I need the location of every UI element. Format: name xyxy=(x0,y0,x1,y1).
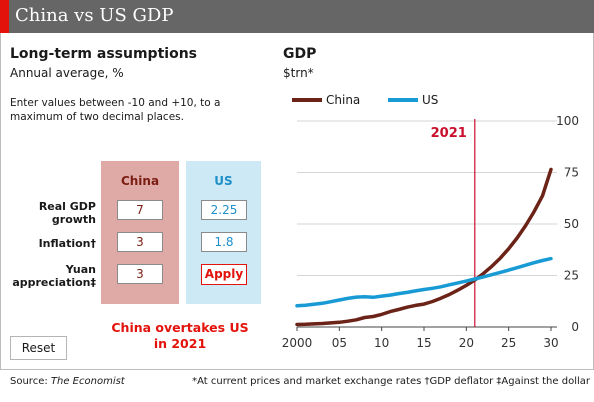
yuan-appreciation-label-line1: Yuan xyxy=(65,263,96,276)
source-note: Source: The Economist xyxy=(10,376,125,388)
instructions-text: Enter values between -10 and +10, to a m… xyxy=(10,97,221,123)
reset-button[interactable]: Reset xyxy=(10,336,67,360)
overtake-message-line2: in 2021 xyxy=(153,336,207,351)
assumptions-title: Long-term assumptions xyxy=(10,46,197,62)
legend-label-china: China xyxy=(326,93,360,107)
china-yuan-appreciation-input[interactable]: 3 xyxy=(117,264,163,284)
chart-unit: $trn* xyxy=(283,66,314,80)
real-gdp-growth-label-line1: Real GDP xyxy=(38,200,96,213)
gdp-line-chart: 0 25 50 75 100 2000 05 10 15 20 25 30 2021 China US xyxy=(282,93,579,350)
real-gdp-growth-label-line2: growth xyxy=(51,213,96,226)
china-column-header: China xyxy=(120,174,160,188)
overtake-message: China overtakes US in 2021 xyxy=(90,320,270,352)
china-inflation-input[interactable]: 3 xyxy=(117,232,163,252)
page-title: China vs US GDP xyxy=(15,5,174,26)
x-tick-label: 2000 xyxy=(282,336,313,350)
overtake-message-line1: China overtakes US xyxy=(111,320,249,335)
inflation-label: Inflation† xyxy=(38,237,96,250)
y-tick-label: 25 xyxy=(564,269,579,283)
x-tick-label: 25 xyxy=(501,336,516,350)
y-tick-label: 0 xyxy=(571,320,579,334)
china-real-gdp-growth-input[interactable]: 7 xyxy=(117,200,163,220)
series-line-us xyxy=(295,256,553,308)
real-gdp-growth-label: Real GDP growth xyxy=(4,200,96,226)
y-tick-label: 50 xyxy=(564,217,579,231)
x-tick-label: 15 xyxy=(416,336,431,350)
chart-title: GDP xyxy=(283,46,317,62)
yuan-appreciation-label-line2: appreciation‡ xyxy=(12,276,96,289)
series-line-china xyxy=(295,167,553,327)
footnotes: *At current prices and market exchange r… xyxy=(192,376,590,387)
x-tick-label: 05 xyxy=(332,336,347,350)
title-bar: China vs US GDP xyxy=(0,0,594,33)
x-tick-label: 10 xyxy=(374,336,389,350)
apply-button[interactable]: Apply xyxy=(201,264,247,285)
legend-label-us: US xyxy=(422,93,438,107)
brand-accent-stripe xyxy=(0,0,9,33)
y-tick-label: 75 xyxy=(564,166,579,180)
yuan-appreciation-label: Yuan appreciation‡ xyxy=(4,263,96,289)
y-tick-label: 100 xyxy=(556,114,579,128)
annotation-label: 2021 xyxy=(431,126,467,141)
assumptions-subtitle: Annual average, % xyxy=(10,66,124,80)
x-tick-label: 20 xyxy=(459,336,474,350)
source-name: The Economist xyxy=(50,376,125,387)
us-column-header: US xyxy=(214,174,233,188)
footer-divider xyxy=(0,369,594,370)
x-tick-label: 30 xyxy=(543,336,558,350)
source-prefix: Source: xyxy=(10,376,51,387)
us-real-gdp-growth-input[interactable]: 2.25 xyxy=(201,200,247,220)
us-inflation-input[interactable]: 1.8 xyxy=(201,232,247,252)
